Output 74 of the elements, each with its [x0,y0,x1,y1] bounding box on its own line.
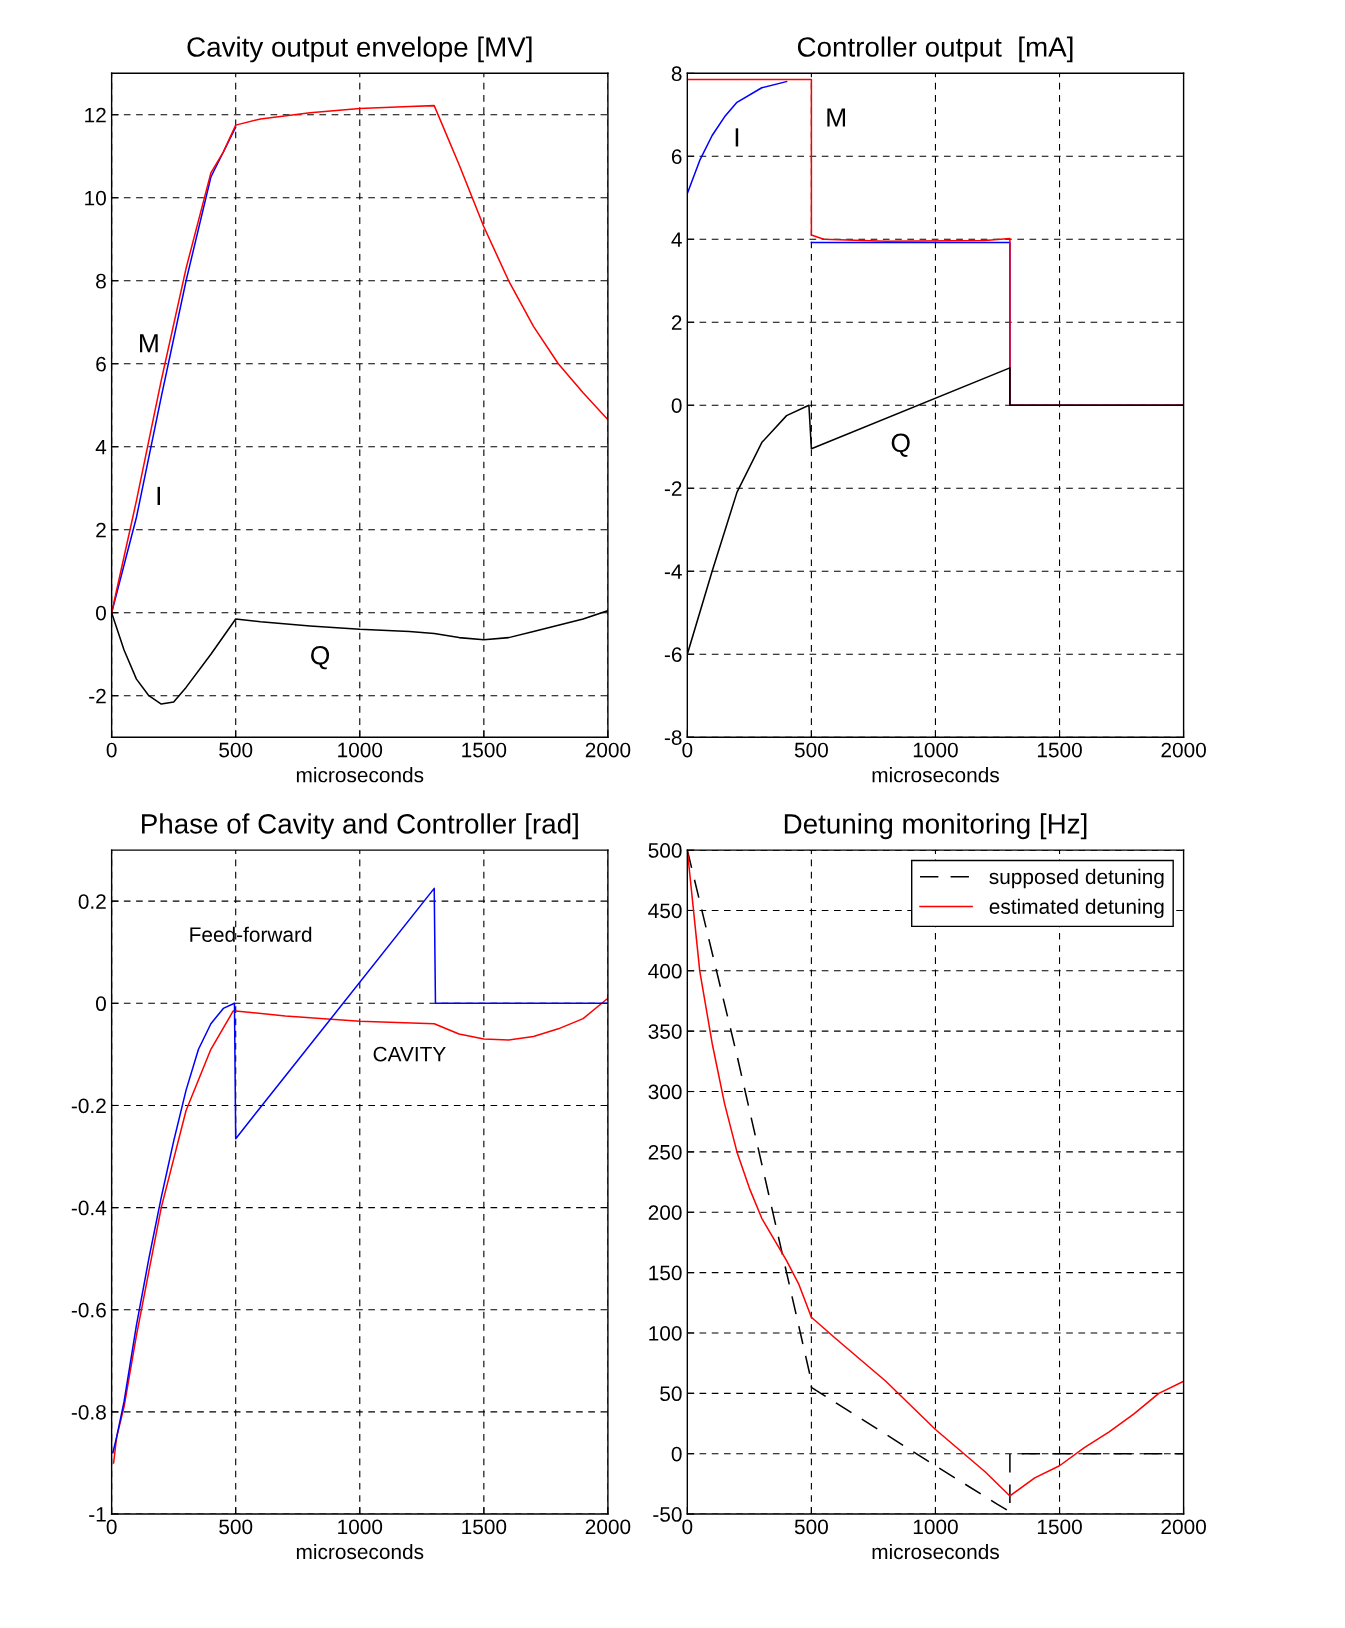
annotation: I [735,128,739,147]
x-axis-title: microseconds [872,767,999,783]
annotation: Q [891,433,910,457]
x-tick-label: 500 [794,742,828,758]
x-tick-label: 2000 [585,742,631,758]
y-tick-label: -2 [89,688,106,704]
y-tick-label: -2 [664,481,682,496]
y-tick-label: 0 [96,996,106,1012]
y-tick-label: 500 [648,843,682,858]
y-tick-label: 0 [671,398,682,413]
x-axis-title: microseconds [872,1543,999,1560]
x-tick-label: 1500 [462,742,507,758]
y-tick-label: -0.6 [71,1302,106,1318]
y-tick-label: 100 [649,1325,682,1341]
x-axis-title: microseconds [296,1543,424,1560]
annotation: CAVITY [373,1046,446,1062]
y-tick-label: -0.4 [71,1200,107,1216]
x-tick-label: 2000 [1161,1519,1206,1535]
x-tick-label: 1000 [913,1519,958,1535]
y-tick-label: -50 [653,1507,682,1522]
y-tick-label: 12 [85,107,106,123]
annotation: M [827,108,846,127]
y-tick-label: 0 [671,1446,682,1462]
chart-title: Detuning monitoring [Hz] [784,813,1087,840]
annotation: Q [311,645,330,670]
y-tick-label: 4 [95,439,107,455]
x-tick-label: 2000 [585,1519,631,1535]
y-tick-label: -0.2 [71,1098,106,1114]
y-tick-label: 150 [649,1265,682,1281]
legend-label: estimated detuning [989,898,1164,919]
x-tick-label: 0 [106,742,117,758]
y-tick-label: 50 [660,1386,682,1402]
y-tick-label: -4 [664,564,682,579]
y-tick-label: 0.2 [78,894,106,909]
y-tick-label: 10 [85,190,106,206]
x-tick-label: 1000 [913,742,958,758]
y-tick-label: 2 [671,315,682,330]
y-tick-label: -6 [664,647,682,662]
annotation: I [157,486,161,506]
y-tick-label: 6 [96,356,106,372]
y-tick-label: 0 [96,605,106,621]
y-tick-label: 8 [96,273,106,289]
x-tick-label: 2000 [1161,742,1206,758]
y-tick-label: 250 [648,1144,682,1160]
chart-title: Cavity output envelope [MV] [187,36,532,63]
y-tick-label: -8 [664,730,682,745]
x-tick-label: 0 [106,1519,117,1535]
legend-label: supposed detuning [989,868,1164,889]
y-tick-label: 6 [671,149,682,165]
y-tick-label: 2 [96,522,106,538]
x-tick-label: 500 [219,742,253,758]
chart-title: Phase of Cavity and Controller [rad] [142,813,578,840]
annotation: Feed-forward [190,926,312,942]
y-tick-label: 8 [671,66,682,82]
x-tick-label: 1500 [462,1519,507,1535]
y-tick-label: -1 [89,1507,106,1522]
x-tick-label: 1000 [338,742,383,758]
y-tick-label: 450 [648,903,682,919]
y-tick-label: 200 [648,1205,682,1220]
x-tick-label: 1500 [1037,742,1082,758]
x-tick-label: 1000 [338,1519,383,1535]
x-tick-label: 500 [219,1519,253,1535]
x-tick-label: 0 [682,1519,693,1535]
y-tick-label: 400 [648,963,682,979]
x-tick-label: 0 [682,742,693,758]
y-tick-label: -0.8 [71,1404,106,1420]
y-tick-label: 4 [671,232,682,247]
y-tick-label: 350 [648,1024,682,1039]
chart-title: Controller output [mA] [797,36,1073,63]
x-tick-label: 500 [794,1519,828,1535]
x-axis-title: microseconds [296,767,424,783]
x-tick-label: 1500 [1037,1519,1082,1535]
y-tick-label: 300 [648,1084,682,1100]
annotation: M [140,334,158,353]
